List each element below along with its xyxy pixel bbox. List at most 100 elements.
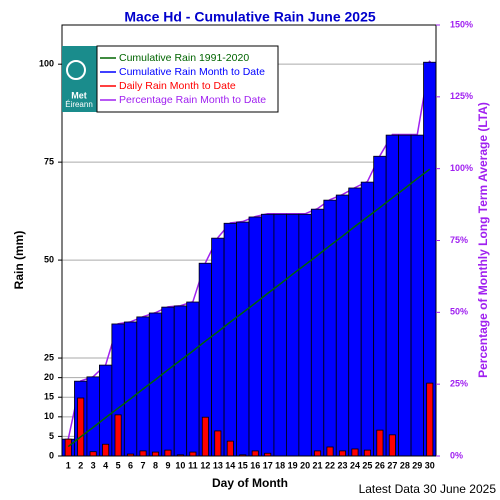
x-tick-label: 15 xyxy=(238,460,248,470)
y2-tick-label: 125% xyxy=(450,91,473,101)
x-tick-label: 21 xyxy=(313,460,323,470)
x-tick-label: 28 xyxy=(400,460,410,470)
x-tick-label: 25 xyxy=(362,460,372,470)
bar xyxy=(261,213,275,457)
legend-label: Cumulative Rain Month to Date xyxy=(119,66,265,78)
bar xyxy=(151,451,160,457)
legend-label: Daily Rain Month to Date xyxy=(119,80,236,92)
bar xyxy=(89,451,97,457)
x-tick-label: 27 xyxy=(387,460,397,470)
y-tick-label: 50 xyxy=(44,254,54,264)
bar xyxy=(348,187,362,457)
footer: Latest Data 30 June 2025 xyxy=(359,482,497,496)
bar xyxy=(385,134,399,457)
line xyxy=(67,168,431,448)
y-tick-label: 100 xyxy=(39,59,54,69)
bar xyxy=(410,134,424,457)
bar xyxy=(114,414,122,457)
bar xyxy=(376,429,384,457)
bar xyxy=(102,443,110,457)
legend-label: Cumulative Rain 1991-2020 xyxy=(119,52,249,64)
logo-text: Éireann xyxy=(65,100,93,109)
bar xyxy=(373,155,387,457)
bar xyxy=(426,382,434,457)
chart-title: Mace Hd - Cumulative Rain June 2025 xyxy=(124,9,376,25)
bar xyxy=(351,448,359,457)
bar xyxy=(86,376,100,457)
x-tick-label: 18 xyxy=(275,460,285,470)
x-tick-label: 11 xyxy=(188,460,198,470)
x-tick-label: 10 xyxy=(175,460,185,470)
bar xyxy=(211,237,225,457)
y-tick-label: 75 xyxy=(44,157,54,167)
bar xyxy=(161,306,175,457)
x-tick-label: 29 xyxy=(412,460,422,470)
logo-text: Met xyxy=(71,90,87,100)
x-tick-label: 4 xyxy=(103,460,108,470)
y2-tick-label: 25% xyxy=(450,379,468,389)
y2-tick-label: 50% xyxy=(450,307,468,317)
legend-box xyxy=(96,45,279,113)
x-tick-label: 22 xyxy=(325,460,335,470)
x-tick-label: 8 xyxy=(153,460,158,470)
legend: Met Éireann Cumulative Rain 1991-2020 Cum… xyxy=(62,45,279,113)
y2-tick-label: 100% xyxy=(450,163,473,173)
y-tick-label: 15 xyxy=(44,392,54,402)
y-tick-label: 25 xyxy=(44,352,54,362)
bar xyxy=(338,450,347,457)
bar xyxy=(64,438,72,457)
bar xyxy=(99,364,113,457)
y2-axis-label: Percentage of Monthly Long Term Average … xyxy=(476,102,490,378)
x-tick-label: 23 xyxy=(337,460,347,470)
bar xyxy=(285,213,300,457)
x-tick-label: 7 xyxy=(141,460,146,470)
x-tick-label: 9 xyxy=(165,460,170,470)
bar xyxy=(186,301,200,457)
bar xyxy=(335,194,350,457)
x-tick-label: 19 xyxy=(288,460,298,470)
bar xyxy=(148,312,163,457)
logo-icon xyxy=(66,60,86,80)
bar xyxy=(77,397,85,457)
x-tick-label: 6 xyxy=(128,460,133,470)
bar xyxy=(314,450,322,457)
y-tick-label: 20 xyxy=(44,372,54,382)
y2-tick-label: 150% xyxy=(450,19,473,29)
x-tick-label: 1 xyxy=(66,460,71,470)
bar xyxy=(173,305,188,457)
x-tick-label: 5 xyxy=(116,460,121,470)
y-tick-label: 10 xyxy=(44,411,54,421)
bar xyxy=(360,181,375,457)
x-tick-label: 3 xyxy=(91,460,96,470)
y-tick-label: 5 xyxy=(49,431,54,441)
bar xyxy=(323,199,337,457)
bar xyxy=(248,216,262,457)
y-axis-label: Rain (mm) xyxy=(12,231,26,290)
bar xyxy=(123,321,138,457)
bar xyxy=(398,134,412,457)
bar xyxy=(273,213,287,457)
x-tick-label: 17 xyxy=(263,460,273,470)
y2-tick-label: 0% xyxy=(450,450,463,460)
bar xyxy=(201,416,209,457)
x-axis-label: Day of Month xyxy=(212,476,288,490)
y-tick-label: 0 xyxy=(49,450,54,460)
bar xyxy=(363,449,371,457)
legend-label: Percentage Rain Month to Date xyxy=(119,94,266,106)
bar xyxy=(326,446,334,457)
bar xyxy=(226,440,234,457)
x-tick-label: 12 xyxy=(200,460,210,470)
x-tick-label: 13 xyxy=(213,460,223,470)
bar xyxy=(223,222,237,457)
bar xyxy=(310,208,325,457)
y2-tick-label: 75% xyxy=(450,235,468,245)
bar xyxy=(164,449,172,457)
x-tick-label: 20 xyxy=(300,460,310,470)
x-tick-label: 14 xyxy=(225,460,235,470)
bar xyxy=(214,430,222,457)
bar xyxy=(388,434,396,457)
bar xyxy=(298,213,312,457)
x-tick-label: 26 xyxy=(375,460,385,470)
x-tick-label: 30 xyxy=(425,460,435,470)
